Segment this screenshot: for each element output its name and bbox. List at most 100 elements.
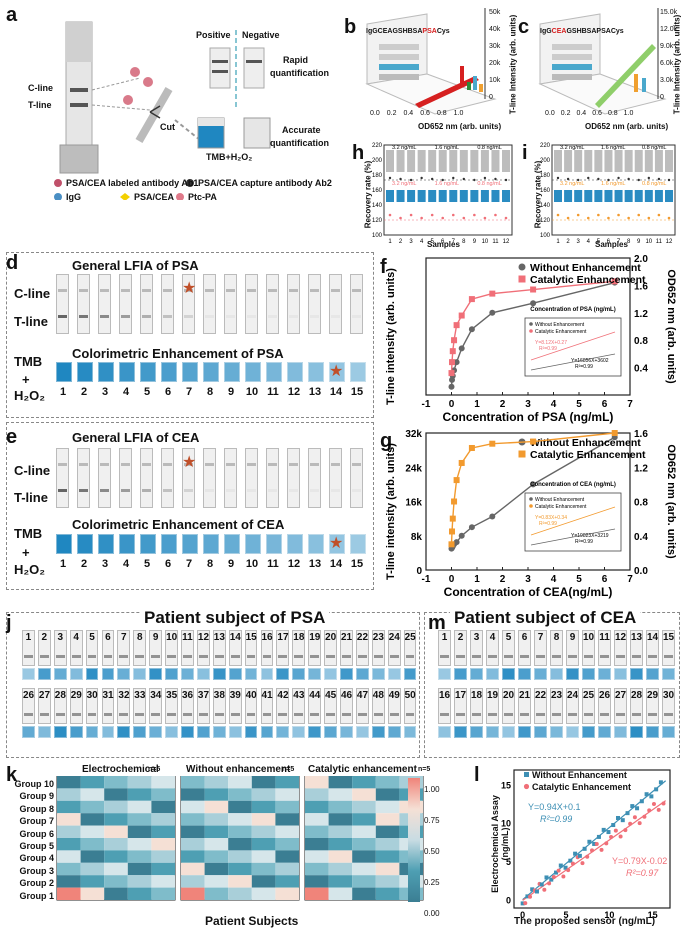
t-band bbox=[268, 315, 277, 318]
inset-legend-label: Without Enhancement bbox=[535, 322, 585, 328]
t-band bbox=[352, 315, 361, 318]
t-band bbox=[268, 489, 277, 492]
recovery-point bbox=[430, 177, 434, 181]
patient-strip: 44 bbox=[308, 688, 322, 724]
t-band bbox=[262, 655, 272, 658]
patient-strip: 36 bbox=[181, 688, 194, 724]
t-band bbox=[616, 713, 625, 716]
k-n-3: n=5 bbox=[418, 766, 431, 773]
y2-tick-label: 1.6 bbox=[634, 281, 648, 292]
lfia-strip bbox=[140, 274, 153, 334]
data-point bbox=[568, 858, 573, 863]
patient-number: 12 bbox=[197, 632, 210, 643]
a-c-line: C-line bbox=[28, 83, 54, 93]
data-point bbox=[458, 312, 465, 319]
heatmap-cell bbox=[80, 850, 105, 863]
t-band bbox=[310, 655, 320, 658]
y2-tick-label: 0.0 bbox=[634, 566, 648, 577]
t-band bbox=[405, 713, 415, 716]
recovery-point bbox=[597, 213, 600, 217]
heatmap-cell bbox=[251, 887, 276, 900]
patient-number: 28 bbox=[54, 690, 66, 701]
e-cline: C-line bbox=[14, 463, 51, 478]
t-band bbox=[205, 489, 214, 492]
recovery-point bbox=[587, 176, 590, 180]
patient-strip: 18 bbox=[470, 688, 483, 724]
recovery-point bbox=[647, 176, 651, 180]
group-label: Group 4 bbox=[19, 853, 54, 864]
y2-tick-label: 0.4 bbox=[634, 532, 648, 543]
heatmap-cell bbox=[57, 887, 81, 900]
lfia-strip bbox=[350, 448, 363, 508]
x-tick-label: 5 bbox=[576, 574, 582, 585]
conc-label: 1.6 ng/mL bbox=[601, 181, 625, 187]
recovery-point bbox=[637, 178, 640, 182]
patient-well bbox=[630, 726, 643, 738]
heatmap-cell bbox=[181, 875, 205, 888]
t-band bbox=[79, 489, 88, 492]
heatmap-cell bbox=[104, 887, 128, 900]
data-point bbox=[611, 278, 618, 285]
patient-well bbox=[292, 726, 306, 738]
patient-number: 3 bbox=[473, 632, 480, 643]
patient-well bbox=[37, 668, 51, 680]
patient-well bbox=[324, 668, 337, 680]
data-point bbox=[609, 835, 614, 840]
c-band bbox=[121, 463, 130, 466]
patient-well bbox=[371, 726, 385, 738]
patient-strip: 22 bbox=[355, 630, 369, 666]
heatmap-cell bbox=[181, 887, 205, 900]
patient-well bbox=[371, 668, 385, 680]
inset-fit bbox=[530, 528, 616, 546]
heatmap-cell bbox=[305, 838, 329, 851]
patient-well bbox=[85, 726, 99, 738]
tmb-well bbox=[308, 534, 324, 554]
t-band bbox=[142, 315, 151, 318]
panel-c-label: c bbox=[518, 16, 530, 38]
data-point bbox=[530, 438, 537, 445]
heatmap-cell bbox=[275, 850, 299, 863]
data-point bbox=[656, 807, 661, 812]
data-point bbox=[556, 868, 561, 873]
patient-strip: 14 bbox=[228, 630, 242, 666]
patient-number: 14 bbox=[229, 632, 241, 643]
x-tick-label: 4 bbox=[420, 239, 424, 245]
c-band bbox=[184, 463, 193, 466]
x-tick-label: 4 bbox=[551, 399, 557, 410]
x-tick-label: 5 bbox=[431, 239, 435, 245]
recovery-point bbox=[494, 177, 497, 181]
heatmap-cell bbox=[275, 813, 299, 826]
heatmap-cell bbox=[151, 776, 175, 789]
heatmap-cell bbox=[228, 800, 252, 814]
k-colorbar bbox=[408, 778, 420, 902]
data-point bbox=[449, 348, 456, 355]
lfia-strip bbox=[245, 448, 258, 508]
c-band bbox=[247, 463, 256, 466]
t-band bbox=[568, 655, 577, 658]
strip-image bbox=[634, 150, 643, 172]
data-point bbox=[661, 801, 666, 806]
t-band bbox=[39, 655, 49, 658]
patient-well bbox=[340, 726, 353, 738]
lfia-strip bbox=[203, 448, 216, 508]
patient-well bbox=[292, 668, 306, 680]
patient-well bbox=[454, 668, 467, 680]
t-band bbox=[326, 713, 335, 716]
patient-number: 13 bbox=[213, 632, 225, 643]
patient-number: 21 bbox=[341, 632, 353, 643]
patient-number: 31 bbox=[102, 690, 114, 701]
b-cat-row: IgGCEAGSHBSAPSACys bbox=[366, 28, 450, 35]
data-point bbox=[453, 359, 460, 366]
heatmap-cell bbox=[151, 875, 175, 888]
x-tick-label: 5 bbox=[576, 399, 582, 410]
plot-frame bbox=[551, 144, 676, 236]
data-point bbox=[468, 326, 475, 333]
t-band bbox=[58, 315, 67, 318]
lane-number: 14 bbox=[329, 558, 343, 570]
lane-number: 13 bbox=[308, 386, 322, 398]
x-tick-label: 10 bbox=[604, 910, 614, 920]
well-image bbox=[449, 190, 458, 202]
inset-legend-label: Catalytic Enhancement bbox=[535, 504, 587, 510]
inset-eq: Y=19823X+3219 bbox=[571, 533, 609, 539]
